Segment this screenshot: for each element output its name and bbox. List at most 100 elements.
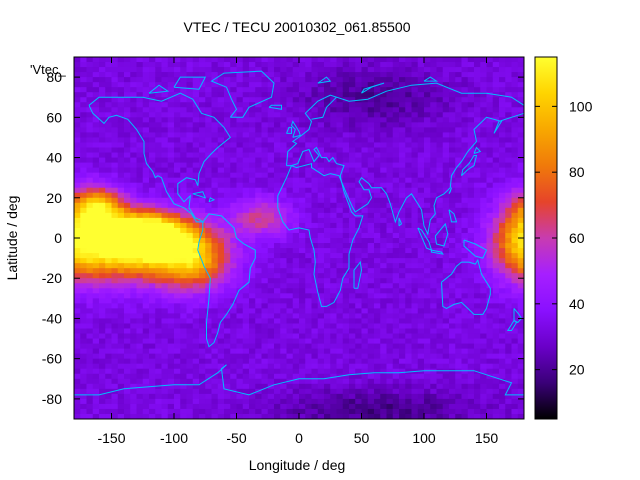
heatmap-cell <box>86 398 94 405</box>
heatmap-cell <box>211 243 219 249</box>
heatmap-cell <box>130 117 137 123</box>
heatmap-cell <box>386 333 394 340</box>
heatmap-cell <box>255 157 262 164</box>
heatmap-cell <box>274 328 281 335</box>
heatmap-cell <box>449 323 456 329</box>
heatmap-cell <box>280 278 287 284</box>
heatmap-cell <box>342 243 350 249</box>
heatmap-cell <box>174 212 181 219</box>
heatmap-cell <box>336 197 344 204</box>
heatmap-cell <box>255 273 262 279</box>
heatmap-cell <box>280 137 287 143</box>
heatmap-cell <box>280 172 287 179</box>
heatmap-cell <box>105 207 112 214</box>
heatmap-cell <box>155 177 162 184</box>
heatmap-cell <box>436 157 444 164</box>
heatmap-cell <box>480 378 487 385</box>
heatmap-cell <box>261 112 269 118</box>
heatmap-cell <box>324 313 331 319</box>
heatmap-cell <box>486 132 494 138</box>
heatmap-cell <box>367 263 375 269</box>
heatmap-cell <box>342 308 350 314</box>
heatmap-cell <box>255 368 262 375</box>
heatmap-cell <box>436 187 444 194</box>
heatmap-cell <box>180 358 187 365</box>
heatmap-cell <box>361 318 369 324</box>
heatmap-cell <box>86 187 94 194</box>
heatmap-cell <box>174 373 181 380</box>
heatmap-cell <box>105 383 112 390</box>
heatmap-cell <box>167 72 175 78</box>
heatmap-cell <box>124 227 131 234</box>
heatmap-cell <box>130 248 137 254</box>
heatmap-cell <box>367 212 375 219</box>
heatmap-cell <box>280 263 287 269</box>
heatmap-cell <box>411 318 419 324</box>
heatmap-cell <box>217 273 225 279</box>
heatmap-cell <box>86 378 94 385</box>
heatmap-cell <box>417 137 425 143</box>
heatmap-cell <box>374 298 381 304</box>
heatmap-cell <box>261 338 269 345</box>
heatmap-cell <box>249 57 256 63</box>
heatmap-cell <box>374 127 381 133</box>
heatmap-cell <box>224 248 231 254</box>
heatmap-cell <box>392 388 400 395</box>
heatmap-cell <box>305 258 312 264</box>
heatmap-cell <box>217 127 225 133</box>
heatmap-cell <box>224 368 231 375</box>
heatmap-cell <box>117 127 125 133</box>
heatmap-cell <box>336 293 344 299</box>
heatmap-cell <box>255 172 262 179</box>
heatmap-cell <box>317 172 325 179</box>
heatmap-cell <box>236 388 244 395</box>
heatmap-cell <box>249 243 256 249</box>
heatmap-cell <box>192 87 200 93</box>
heatmap-cell <box>280 187 287 194</box>
heatmap-cell <box>80 177 87 184</box>
heatmap-cell <box>505 172 512 179</box>
heatmap-cell <box>317 323 325 329</box>
heatmap-cell <box>105 333 112 340</box>
heatmap-cell <box>117 373 125 380</box>
heatmap-cell <box>467 57 475 63</box>
heatmap-cell <box>142 97 150 103</box>
heatmap-cell <box>149 403 156 410</box>
heatmap-cell <box>330 67 337 73</box>
heatmap-cell <box>180 238 187 244</box>
heatmap-cell <box>136 318 144 324</box>
heatmap-cell <box>461 82 469 88</box>
heatmap-cell <box>136 238 144 244</box>
heatmap-cell <box>86 157 94 164</box>
heatmap-cell <box>380 328 387 335</box>
heatmap-cell <box>267 273 275 279</box>
heatmap-cell <box>105 127 112 133</box>
heatmap-cell <box>499 112 506 118</box>
heatmap-cell <box>224 107 231 113</box>
heatmap-cell <box>161 273 169 279</box>
heatmap-cell <box>192 353 200 360</box>
heatmap-cell <box>155 338 162 345</box>
heatmap-cell <box>74 323 81 329</box>
heatmap-cell <box>317 77 325 83</box>
heatmap-cell <box>86 298 94 304</box>
heatmap-cell <box>286 258 294 264</box>
heatmap-cell <box>442 358 450 365</box>
heatmap-cell <box>455 117 462 123</box>
heatmap-cell <box>292 253 300 259</box>
heatmap-cell <box>192 107 200 113</box>
heatmap-cell <box>349 303 356 309</box>
heatmap-cell <box>199 313 206 319</box>
heatmap-cell <box>117 238 125 244</box>
heatmap-cell <box>349 343 356 350</box>
heatmap-cell <box>280 368 287 375</box>
heatmap-cell <box>367 398 375 405</box>
heatmap-cell <box>99 283 106 289</box>
heatmap-cell <box>92 303 100 309</box>
heatmap-cell <box>286 77 294 83</box>
heatmap-cell <box>380 308 387 314</box>
heatmap-cell <box>292 278 300 284</box>
heatmap-cell <box>324 137 331 143</box>
heatmap-cell <box>430 147 437 154</box>
heatmap-cell <box>317 338 325 345</box>
